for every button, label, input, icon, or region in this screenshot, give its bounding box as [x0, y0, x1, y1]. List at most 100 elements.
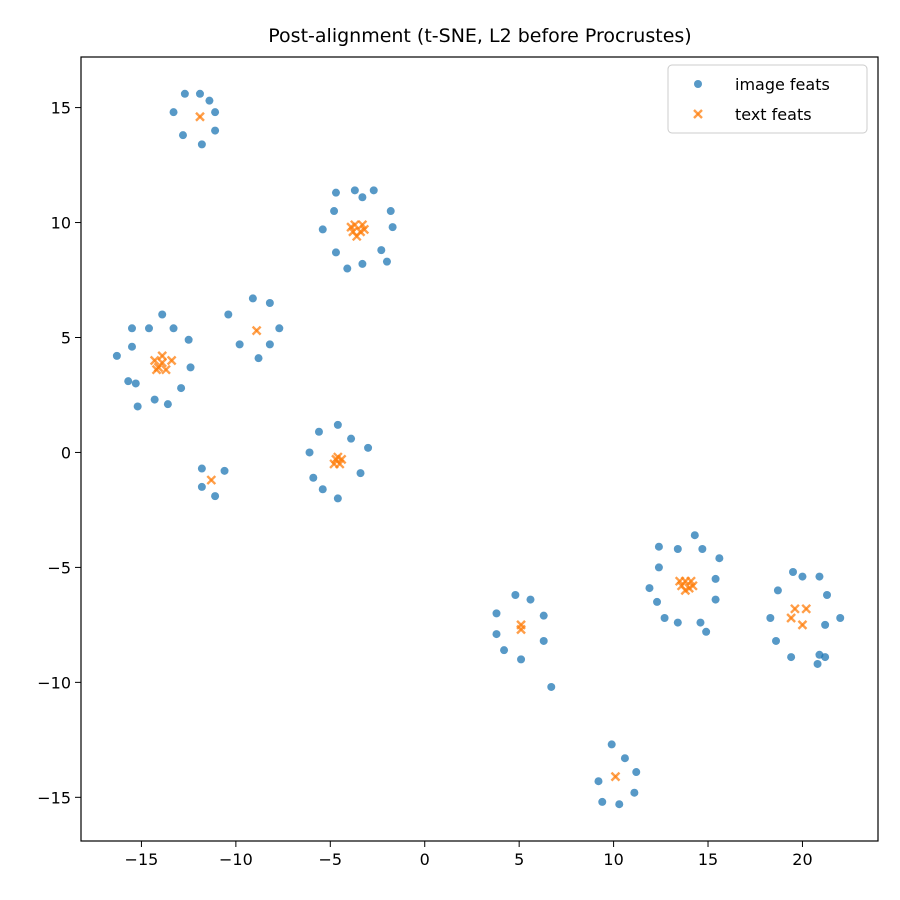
x-tick-label: −5 — [319, 850, 343, 869]
image-feat-point — [500, 646, 509, 655]
image-feat-point — [144, 324, 153, 333]
text-feat-point — [161, 364, 171, 375]
image-feat-point — [711, 595, 720, 604]
image-feat-point — [314, 427, 323, 436]
text-feat-point — [351, 231, 362, 242]
image-feat-point — [715, 554, 724, 563]
image-feat-point — [254, 354, 263, 363]
image-feat-point — [211, 126, 220, 135]
text-feat-point — [786, 613, 796, 623]
image-feat-point — [331, 188, 340, 197]
image-feat-point — [382, 257, 391, 266]
image-feat-point — [547, 682, 556, 691]
image-feat-point — [632, 768, 641, 777]
image-feat-point — [620, 754, 629, 763]
x-tick-label: 10 — [603, 850, 623, 869]
image-feat-point — [356, 469, 365, 478]
image-feat-point — [377, 246, 386, 255]
image-feat-point — [492, 609, 501, 618]
x-tick-label: −10 — [219, 850, 253, 869]
image-feat-point — [158, 310, 167, 319]
image-feat-point — [821, 620, 830, 629]
x-axis: −15 −10 −5 0 5 10 15 20 — [125, 841, 813, 869]
image-feat-point — [305, 448, 314, 457]
image-feat-point — [350, 186, 359, 195]
image-feat-point — [386, 207, 395, 216]
image-feat-point — [197, 464, 206, 473]
image-feat-point — [364, 443, 373, 452]
legend-box — [667, 64, 868, 134]
image-feat-point — [330, 207, 339, 216]
text-feat-point — [206, 475, 217, 485]
text-feats-series — [149, 111, 812, 782]
y-tick-label: 10 — [51, 214, 71, 233]
image-feat-point — [836, 613, 845, 622]
image-feat-point — [197, 482, 206, 491]
image-feat-point — [388, 223, 397, 232]
image-feat-point — [343, 264, 352, 273]
text-feat-point — [149, 355, 160, 366]
image-feats-series — [112, 89, 845, 809]
text-feat-point — [674, 576, 685, 587]
image-feat-point — [594, 777, 603, 786]
image-feat-point — [821, 653, 830, 662]
image-feat-point — [615, 800, 624, 809]
image-feat-point — [789, 568, 798, 577]
image-feat-point — [178, 131, 187, 140]
text-feat-point — [166, 355, 177, 366]
image-feat-point — [211, 108, 220, 117]
image-feat-point — [150, 395, 159, 404]
x-tick-label: 5 — [514, 850, 524, 869]
image-feat-point — [333, 494, 342, 503]
image-feat-point — [163, 400, 172, 409]
image-feat-point — [224, 310, 233, 319]
image-feat-point — [169, 324, 178, 333]
image-feat-point — [331, 248, 340, 257]
image-feat-point — [127, 324, 136, 333]
plot-area — [81, 57, 878, 841]
legend: image feats text feats — [667, 64, 868, 134]
image-feat-point — [133, 402, 142, 411]
y-tick-label: −15 — [37, 788, 71, 807]
text-feat-point — [333, 452, 343, 462]
text-feat-point — [516, 624, 526, 635]
image-feat-point — [275, 324, 284, 333]
image-feat-point — [698, 545, 707, 554]
image-feat-point — [124, 377, 133, 386]
image-feat-point — [358, 193, 367, 202]
image-feat-point — [517, 655, 526, 664]
text-feat-point — [359, 224, 370, 235]
image-feat-point — [195, 89, 204, 98]
x-tick-label: 20 — [792, 850, 812, 869]
text-feat-point — [790, 603, 800, 614]
image-feat-point — [265, 340, 274, 349]
image-feat-point — [787, 653, 796, 662]
image-feat-point — [539, 636, 548, 645]
image-feat-point — [309, 473, 318, 482]
image-feat-point — [773, 586, 782, 595]
y-tick-label: 15 — [51, 99, 71, 118]
image-feat-point — [815, 572, 824, 581]
text-feat-point — [251, 325, 262, 336]
legend-marker-image-feats — [694, 80, 702, 88]
text-feat-point — [801, 603, 812, 614]
x-tick-label: 15 — [698, 850, 718, 869]
image-feat-point — [333, 420, 342, 429]
legend-marker-text-feats — [693, 109, 703, 119]
image-feat-point — [112, 351, 121, 360]
legend-label-image-feats: image feats — [735, 75, 830, 94]
image-feat-point — [197, 140, 206, 149]
text-feat-point — [195, 111, 205, 122]
text-feat-point — [346, 222, 356, 232]
image-feat-point — [358, 259, 367, 268]
image-feat-point — [369, 186, 378, 195]
image-feat-point — [673, 545, 682, 554]
text-feat-point — [157, 357, 168, 368]
image-feat-point — [248, 294, 257, 303]
image-feat-point — [318, 225, 327, 234]
image-feat-point — [711, 574, 720, 583]
image-feat-point — [318, 485, 327, 494]
image-feat-point — [645, 584, 654, 593]
text-feat-point — [797, 620, 808, 630]
image-feat-point — [205, 96, 214, 105]
